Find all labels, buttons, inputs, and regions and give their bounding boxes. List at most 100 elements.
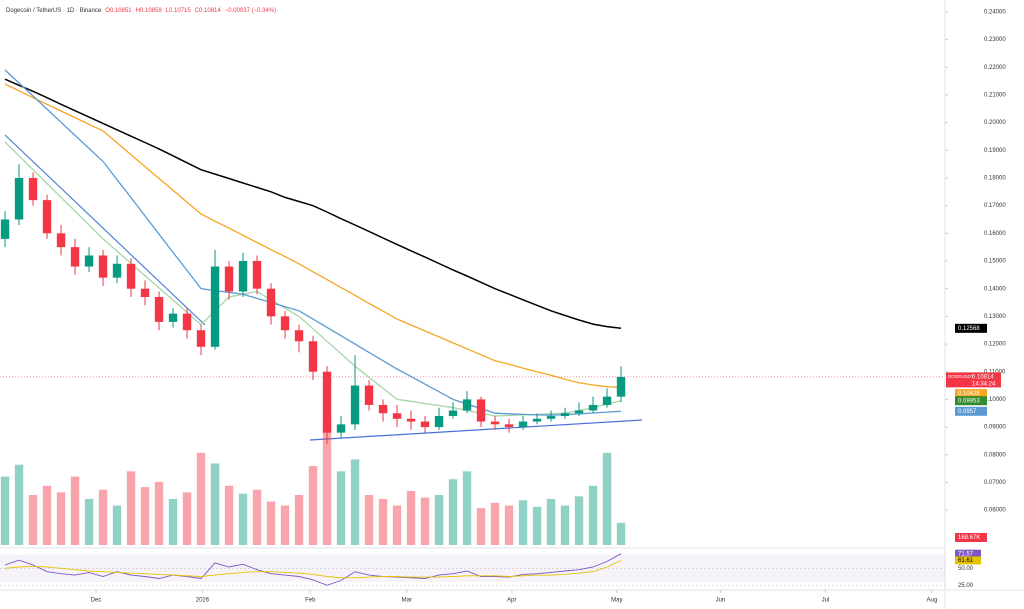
candle-body — [574, 410, 584, 414]
candle-body — [602, 396, 612, 405]
legend-header: Dogecoin / TetherUS · 1D · Binance O0.10… — [6, 8, 276, 14]
moving-average — [4, 78, 622, 330]
volume-bar — [56, 492, 66, 545]
candle-body — [224, 266, 234, 292]
ohlc-open: O0.10851 — [105, 8, 132, 14]
y-tick-label: 0.23000 — [984, 37, 1006, 43]
candle-body — [560, 413, 570, 417]
candle-body — [420, 421, 430, 428]
volume-bar — [546, 498, 556, 545]
rsi-ma-box — [955, 556, 981, 565]
y-tick-label: 0.16000 — [984, 231, 1006, 237]
rsi-ma-line — [4, 560, 622, 579]
volume-bar — [336, 471, 346, 545]
volume-bar — [14, 464, 24, 545]
moving-average — [4, 83, 622, 389]
volume-bar — [364, 495, 374, 545]
x-tick-label: Jul — [822, 598, 830, 604]
candle-body — [140, 288, 150, 297]
x-tick-label: Jun — [716, 598, 726, 604]
candle-body — [14, 177, 24, 220]
symbol-tag: DOGEUSDT — [948, 374, 974, 379]
candle-body — [406, 418, 416, 422]
volume-box — [955, 533, 987, 542]
volume-bar — [252, 489, 262, 545]
y-tick-label: 0.09000 — [984, 425, 1006, 431]
volume-bar — [42, 485, 52, 545]
price-box — [946, 372, 1001, 388]
y-tick-label: 0.21000 — [984, 93, 1006, 99]
x-tick-label: Feb — [305, 598, 316, 604]
y-tick-label: 0.22000 — [984, 65, 1006, 71]
volume-bar — [476, 508, 486, 545]
candle-body — [196, 330, 206, 347]
volume-bar — [518, 500, 528, 545]
volume-bar — [182, 492, 192, 545]
y-tick-label: 0.24000 — [984, 9, 1006, 15]
volume-label: 168.67K — [958, 535, 980, 541]
volume-bar — [0, 476, 10, 545]
volume-bar — [378, 498, 388, 545]
y-tick-label: 0.06000 — [984, 508, 1006, 514]
volume-bar — [168, 498, 178, 545]
x-tick-label: May — [611, 598, 622, 604]
series-last-label: 0.09953 — [958, 398, 980, 404]
candle-body — [154, 296, 164, 322]
volume-bar — [602, 452, 612, 545]
trendline — [4, 134, 206, 326]
volume-bar — [434, 495, 444, 545]
ohlc-high: H0.10858 — [135, 8, 162, 14]
candle-body — [364, 385, 374, 405]
candle-body — [280, 316, 290, 331]
volume-bar — [448, 479, 458, 545]
volume-bar — [140, 487, 150, 545]
candle-body — [42, 200, 52, 234]
candle-body — [70, 247, 80, 267]
y-tick-label: 0.20000 — [984, 120, 1006, 126]
x-tick-label: Dec — [91, 598, 102, 604]
volume-bar — [154, 481, 164, 545]
candle-body — [336, 424, 346, 433]
price-box — [955, 396, 987, 406]
candle-body — [378, 404, 388, 414]
price-box — [955, 406, 987, 416]
rsi-tick-label: 50.00 — [958, 566, 974, 572]
y-tick-label: 0.15000 — [984, 259, 1006, 265]
volume-bar — [70, 476, 80, 545]
candle-body — [84, 255, 94, 267]
moving-average — [4, 69, 622, 416]
volume-bar — [490, 502, 500, 545]
candle-body — [126, 263, 136, 289]
candle-body — [210, 266, 220, 347]
candle-body — [98, 255, 108, 278]
candle-body — [0, 219, 10, 239]
trendline — [309, 419, 643, 441]
volume-bar — [238, 493, 248, 545]
candle-body — [504, 424, 514, 428]
rsi-label: 71.57 — [958, 551, 974, 557]
candle-body — [392, 413, 402, 419]
volume-bar — [588, 485, 598, 545]
rsi-tick-label: 25.00 — [958, 583, 974, 589]
rsi-line — [4, 553, 622, 586]
candle-body — [588, 404, 598, 411]
ohlc-change: −0.00037 (−0.34%) — [224, 8, 277, 14]
moving-average — [4, 141, 622, 417]
price-box — [955, 323, 987, 333]
candle-body — [56, 233, 66, 248]
volume-bar — [112, 505, 122, 545]
volume-bar — [350, 459, 360, 545]
volume-bar — [322, 420, 332, 545]
series-last-label: 0.0957 — [958, 409, 977, 415]
candle-body — [182, 313, 192, 331]
volume-bar — [98, 489, 108, 545]
x-tick-label: Apr — [507, 598, 516, 604]
volume-bar — [616, 522, 626, 545]
x-tick-label: Mar — [402, 598, 412, 604]
volume-bar — [532, 506, 542, 545]
y-tick-label: 0.13000 — [984, 314, 1006, 320]
candle-body — [448, 410, 458, 417]
volume-bar — [280, 505, 290, 545]
rsi-box — [955, 549, 981, 558]
